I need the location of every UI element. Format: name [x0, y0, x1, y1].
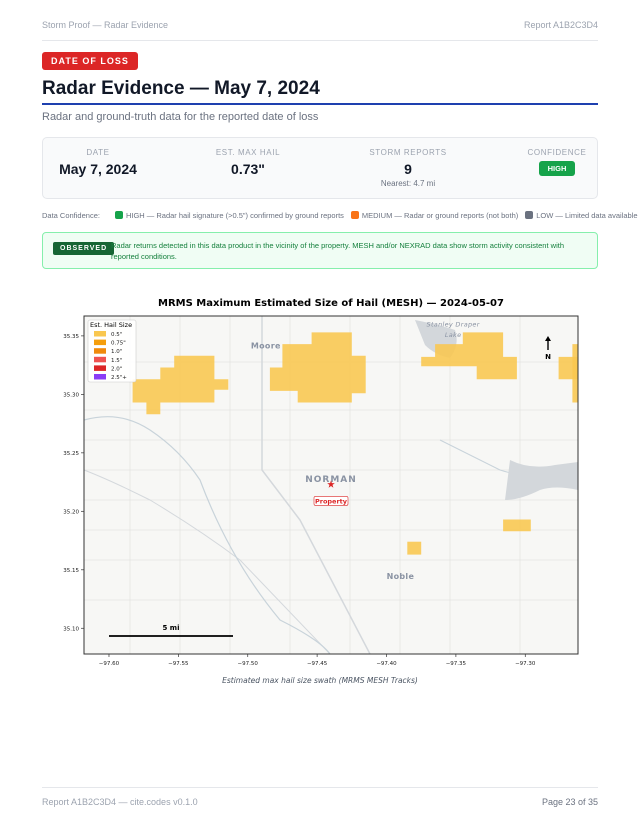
stat-storm-reports: STORM REPORTS 9 Nearest: 4.7 mi: [363, 148, 453, 188]
footer: Report A1B2C3D4 — cite.codes v0.1.0 Page…: [42, 797, 598, 807]
property-marker: Property: [313, 480, 349, 506]
legend-label: 2.0": [111, 366, 122, 372]
page-number: Page 23 of 35: [541, 797, 598, 807]
hail-swaths: [132, 332, 578, 555]
legend-label: 1.5": [111, 358, 122, 364]
y-tick-label: 35.10: [63, 626, 79, 632]
y-tick-label: 35.30: [63, 392, 79, 398]
legend-label: 0.5": [111, 332, 122, 338]
footer-left: Report A1B2C3D4 — cite.codes v0.1.0: [42, 797, 198, 807]
legend-label: 0.75": [111, 341, 126, 347]
legend-label: 2.5"+: [111, 375, 127, 381]
legend-title: Est. Hail Size: [90, 321, 132, 329]
legend-swatch: [94, 339, 106, 346]
stat-date: DATE May 7, 2024: [53, 148, 143, 177]
stat-label: DATE: [86, 148, 110, 157]
confidence-badge: HIGH: [538, 161, 576, 176]
gray-swatch-icon: [525, 211, 534, 219]
north-arrow-icon: N: [545, 336, 551, 361]
legend-swatch: [94, 365, 106, 371]
legend-text: HIGH — Radar hail signature (>0.5") conf…: [125, 211, 344, 220]
hail-swath-cell: [572, 344, 578, 403]
place-labels: Moore NORMAN Noble Stanley Draper Lake: [251, 321, 481, 582]
scale-bar-label: 5 mi: [162, 624, 179, 632]
place-label: NORMAN: [305, 475, 357, 485]
stat-value: 9: [404, 161, 412, 177]
y-tick-label: 35.25: [63, 451, 79, 457]
map-title: MRMS Maximum Estimated Size of Hail (MES…: [158, 298, 504, 309]
stat-confidence: CONFIDENCE HIGH: [527, 148, 587, 176]
stat-value: 0.73": [231, 161, 265, 177]
date-of-loss-badge: DATE OF LOSS: [42, 52, 138, 70]
place-label: Moore: [251, 342, 281, 351]
legend-text: LOW — Limited data available: [536, 211, 638, 220]
header-report-id: Report A1B2C3D4: [523, 20, 598, 30]
legend-text: MEDIUM — Radar or ground reports (not bo…: [361, 211, 519, 220]
property-label: Property: [315, 497, 348, 505]
hail-swath-cell: [503, 519, 531, 532]
place-label: Lake: [445, 331, 462, 339]
stat-sub: Nearest: 4.7 mi: [380, 179, 436, 188]
observed-text: Radar returns detected in this data prod…: [111, 241, 564, 261]
observed-tag: OBSERVED: [53, 242, 115, 255]
x-tick-label: −97.35: [446, 661, 467, 667]
footer-divider: [42, 787, 598, 788]
confidence-legend-medium: MEDIUM — Radar or ground reports (not bo…: [350, 211, 519, 220]
y-tick-label: 35.15: [63, 568, 79, 574]
hail-swath-cell: [407, 541, 422, 555]
place-label: Noble: [387, 572, 415, 581]
observed-callout: OBSERVED Radar returns detected in this …: [42, 232, 598, 269]
star-icon: [327, 480, 335, 488]
property-label-box: [313, 496, 349, 506]
hail-swath-cell: [269, 332, 366, 403]
stat-label: CONFIDENCE: [527, 148, 587, 157]
x-tick-label: −97.40: [376, 661, 397, 667]
map-axes: −97.60 −97.55 −97.50 −97.45 −97.40 −97.35 −97.…: [63, 334, 536, 667]
x-tick-label: −97.55: [168, 661, 189, 667]
page-subtitle: Radar and ground-truth data for the repo…: [42, 111, 319, 123]
page-title: Radar Evidence — May 7, 2024: [42, 78, 320, 99]
orange-swatch-icon: [350, 211, 359, 219]
confidence-legend-low: LOW — Limited data available: [525, 211, 638, 220]
running-header: Storm Proof — Radar Evidence Report A1B2…: [42, 20, 598, 30]
header-left: Storm Proof — Radar Evidence: [42, 20, 169, 30]
north-label: N: [545, 353, 551, 361]
confidence-legend: Data Confidence: HIGH — Radar hail signa…: [42, 211, 638, 220]
map-legend: Est. Hail Size 0.5" 0.75" 1.0" 1.5" 2.0" 2.5"…: [87, 319, 137, 383]
legend-swatch: [94, 374, 106, 380]
legend-label: 1.0": [111, 349, 122, 355]
stat-label: STORM REPORTS: [369, 148, 447, 157]
confidence-legend-high: HIGH — Radar hail signature (>0.5") conf…: [114, 211, 344, 220]
x-tick-label: −97.30: [515, 661, 536, 667]
place-label: Stanley Draper: [427, 321, 481, 329]
map-caption: Estimated max hail size swath (MRMS MESH…: [222, 676, 418, 685]
green-swatch-icon: [114, 211, 123, 219]
map-frame: [83, 315, 579, 655]
title-divider: [42, 103, 598, 105]
stat-max-hail: EST. MAX HAIL 0.73": [208, 148, 288, 177]
legend-swatch: [94, 356, 106, 363]
x-tick-label: −97.50: [238, 661, 259, 667]
legend-swatch: [94, 331, 106, 337]
legend-swatch: [94, 348, 106, 354]
hail-swath-cell: [421, 332, 517, 380]
x-tick-label: −97.45: [307, 661, 328, 667]
stats-card: DATE May 7, 2024 EST. MAX HAIL 0.73" STO…: [42, 137, 598, 199]
hail-swath-cell: [132, 355, 229, 415]
scale-bar: 5 mi: [109, 624, 233, 637]
x-tick-label: −97.60: [99, 661, 120, 667]
header-divider: [42, 40, 598, 41]
stat-label: EST. MAX HAIL: [215, 148, 281, 157]
mesh-map-figure: MRMS Maximum Estimated Size of Hail (MES…: [63, 298, 579, 685]
y-tick-label: 35.35: [63, 334, 79, 340]
stat-value: May 7, 2024: [59, 161, 137, 177]
y-tick-label: 35.20: [63, 509, 79, 515]
confidence-legend-label: Data Confidence:: [42, 211, 100, 220]
